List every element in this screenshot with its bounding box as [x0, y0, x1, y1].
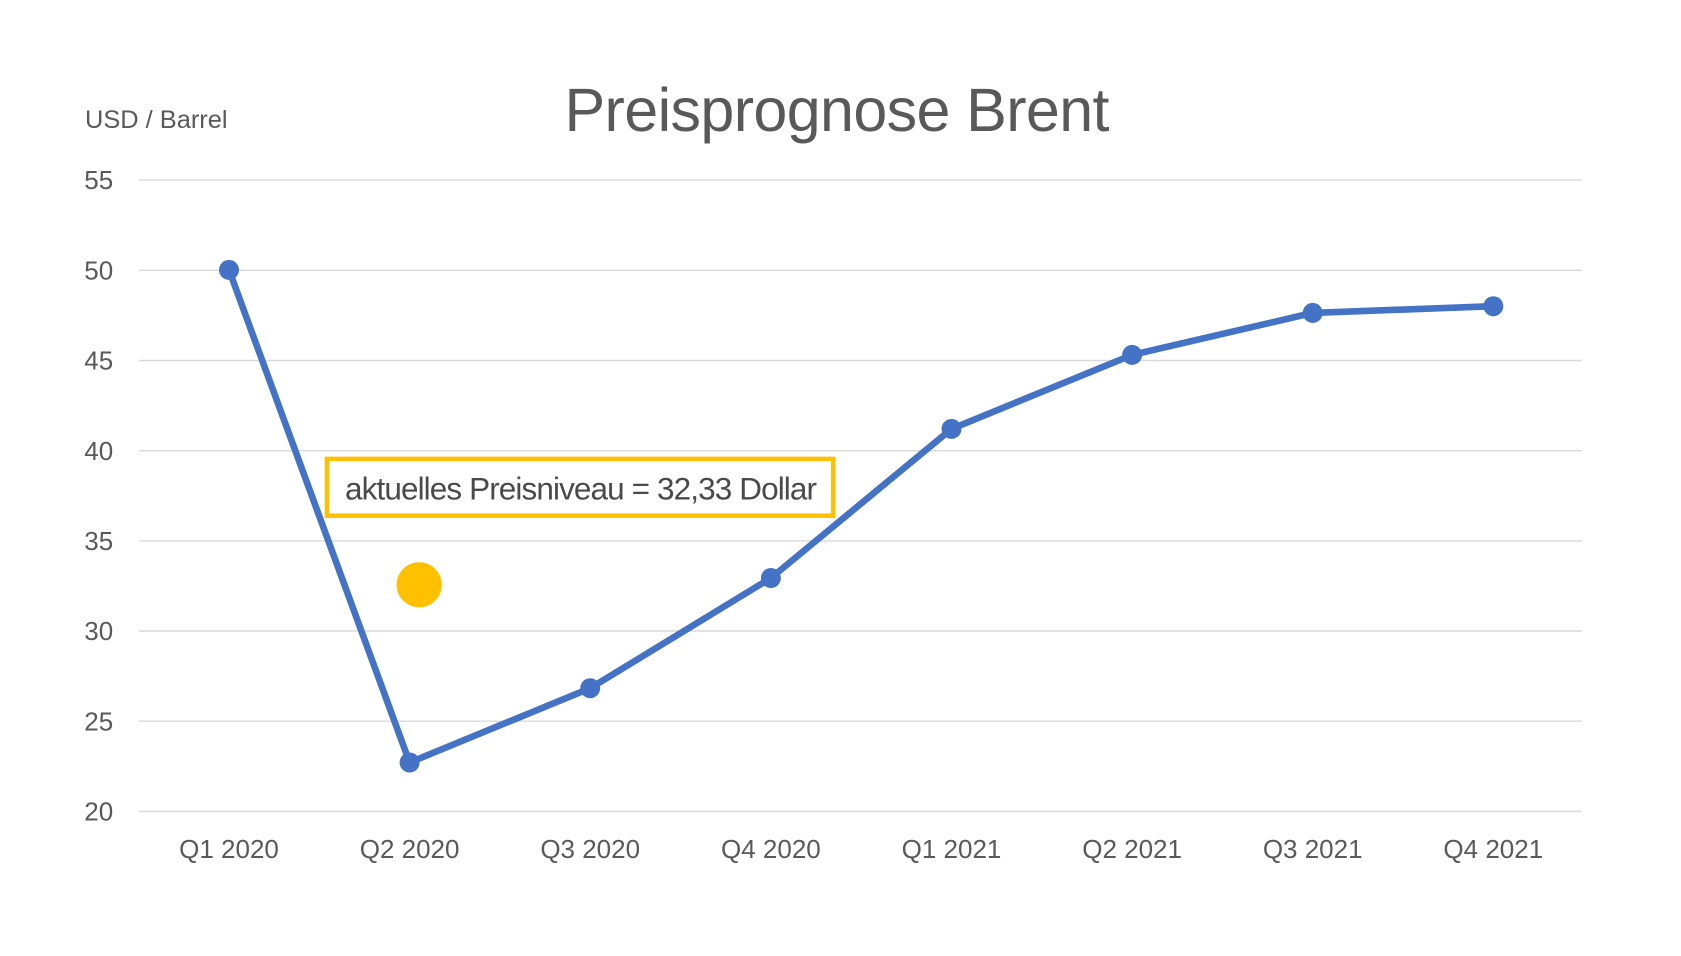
svg-text:aktuelles Preisniveau = 32,33: aktuelles Preisniveau = 32,33 Dollar — [345, 470, 817, 506]
svg-text:50: 50 — [84, 255, 113, 285]
svg-text:35: 35 — [84, 526, 113, 556]
svg-text:Preisprognose Brent: Preisprognose Brent — [565, 76, 1110, 144]
svg-text:55: 55 — [84, 165, 113, 195]
svg-text:40: 40 — [84, 436, 113, 466]
svg-text:Q1 2020: Q1 2020 — [179, 834, 279, 864]
svg-text:45: 45 — [84, 346, 113, 376]
svg-text:Q3 2021: Q3 2021 — [1263, 834, 1363, 864]
svg-text:Q4 2021: Q4 2021 — [1443, 834, 1543, 864]
svg-text:25: 25 — [84, 706, 113, 736]
svg-text:USD / Barrel: USD / Barrel — [85, 106, 228, 134]
svg-text:Q4 2020: Q4 2020 — [721, 834, 821, 864]
svg-text:30: 30 — [84, 616, 113, 646]
svg-text:Q2 2020: Q2 2020 — [360, 834, 460, 864]
svg-text:Q2 2021: Q2 2021 — [1082, 834, 1182, 864]
svg-text:20: 20 — [84, 797, 113, 827]
svg-text:Q1 2021: Q1 2021 — [902, 834, 1002, 864]
svg-text:Q3 2020: Q3 2020 — [540, 834, 640, 864]
